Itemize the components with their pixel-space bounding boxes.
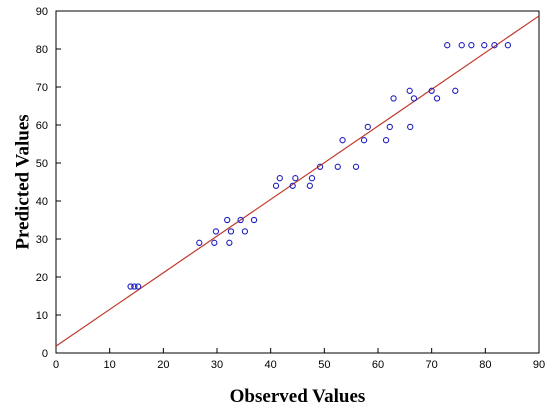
y-tick-label: 80	[36, 44, 48, 56]
data-point	[481, 42, 488, 49]
data-point	[458, 42, 465, 49]
data-point	[390, 95, 397, 102]
data-point	[339, 137, 346, 144]
x-tick-label: 50	[318, 359, 330, 371]
data-point	[444, 42, 451, 49]
x-tick-label: 70	[426, 359, 438, 371]
data-point	[468, 42, 475, 49]
data-point	[289, 182, 296, 189]
data-point	[292, 175, 299, 182]
x-tick-label: 0	[53, 359, 59, 371]
data-point	[306, 182, 313, 189]
y-tick-label: 70	[36, 82, 48, 94]
data-point	[308, 175, 316, 182]
data-point	[452, 87, 459, 94]
data-point	[227, 228, 235, 235]
data-point	[406, 87, 413, 94]
y-tick-label: 40	[36, 196, 48, 208]
data-point	[237, 216, 244, 224]
y-tick-label: 60	[36, 120, 48, 132]
data-point	[211, 239, 218, 246]
x-tick-label: 30	[211, 359, 223, 371]
data-point	[276, 175, 283, 182]
data-point	[360, 137, 368, 144]
y-axis-ticks: 0 10 20 30 40 50 60 70 80 90	[36, 6, 61, 360]
data-point	[386, 123, 393, 131]
y-tick-label: 90	[36, 6, 48, 18]
x-tick-label: 10	[104, 359, 116, 371]
data-point	[272, 182, 280, 189]
fit-line	[55, 15, 540, 347]
data-point	[491, 42, 498, 49]
x-axis-ticks: 0 10 20 30 40 50 60 70 80 90	[53, 348, 545, 371]
data-point	[382, 137, 390, 144]
data-point	[334, 163, 341, 170]
data-point	[196, 239, 203, 246]
data-point	[428, 87, 435, 94]
data-point	[241, 228, 249, 235]
data-point	[212, 228, 220, 235]
x-tick-label: 40	[265, 359, 277, 371]
y-tick-label: 0	[42, 348, 48, 360]
y-tick-label: 20	[36, 272, 48, 284]
x-tick-label: 20	[157, 359, 169, 371]
data-point	[504, 42, 512, 49]
data-point	[250, 216, 258, 224]
x-axis-title: Observed Values	[230, 386, 366, 407]
y-axis-title: Predicted Values	[13, 114, 34, 249]
data-point	[410, 95, 418, 102]
x-tick-label: 90	[533, 359, 545, 371]
y-tick-label: 50	[36, 158, 48, 170]
data-point	[224, 216, 231, 224]
data-point	[352, 163, 360, 170]
data-point	[407, 123, 414, 131]
data-point	[134, 283, 142, 290]
y-tick-label: 10	[36, 310, 48, 322]
plot-frame	[55, 10, 540, 354]
data-point	[226, 239, 233, 246]
data-point	[127, 283, 134, 290]
x-tick-label: 60	[372, 359, 384, 371]
data-points	[127, 42, 512, 290]
data-point	[316, 163, 324, 170]
x-tick-label: 80	[479, 359, 491, 371]
data-point	[364, 123, 371, 131]
data-point	[131, 283, 138, 290]
data-point	[433, 95, 441, 102]
y-tick-label: 30	[36, 234, 48, 246]
